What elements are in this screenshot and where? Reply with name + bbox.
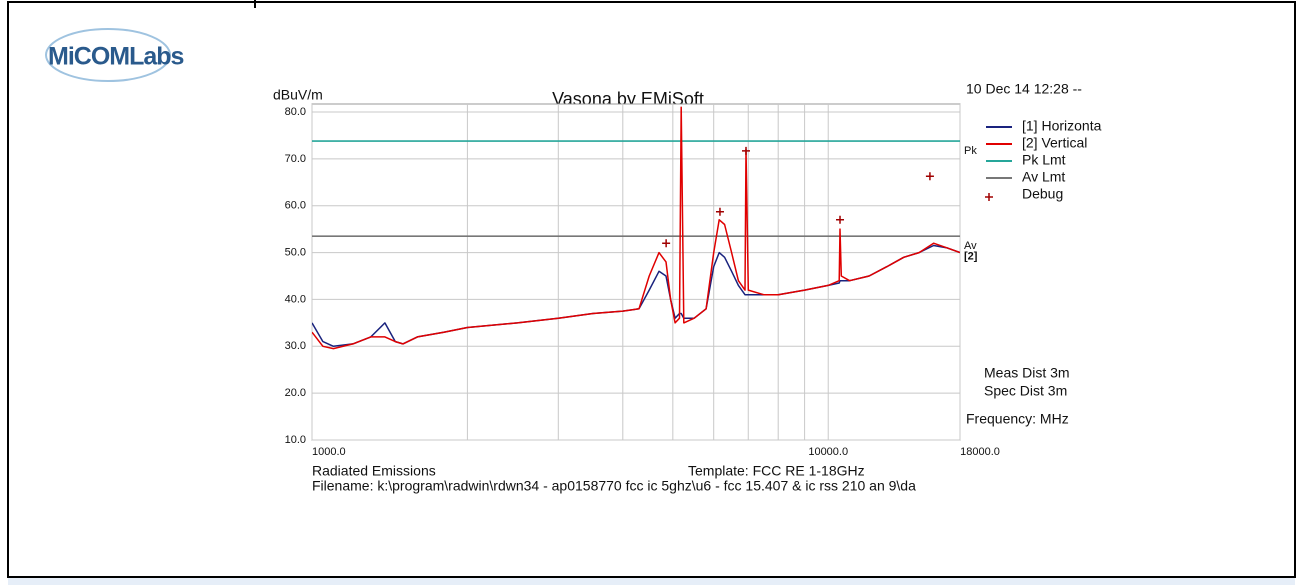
footer-left: Radiated Emissions xyxy=(312,463,436,479)
x-tick-label: 10000.0 xyxy=(808,446,848,458)
timestamp: 10 Dec 14 12:28 -- xyxy=(966,81,1082,97)
y-tick-label: 40.0 xyxy=(285,293,306,305)
debug-marker xyxy=(715,207,724,216)
debug-marker xyxy=(836,215,845,224)
x-tick-label: 1000.0 xyxy=(312,446,346,458)
logo-swoosh xyxy=(45,28,171,82)
footer-template: Template: FCC RE 1-18GHz xyxy=(688,463,865,479)
y-tick-label: 70.0 xyxy=(285,153,306,165)
note: Spec Dist 3m xyxy=(984,383,1067,399)
y-tick-label: 10.0 xyxy=(285,434,306,446)
limit-label: Pk xyxy=(964,145,977,157)
legend-label: Pk Lmt xyxy=(1022,152,1066,168)
legend-label: Debug xyxy=(1022,186,1063,202)
legend-swatch xyxy=(985,193,993,201)
y-axis-label: dBuV/m xyxy=(273,87,323,103)
debug-marker xyxy=(662,239,671,248)
note: Meas Dist 3m xyxy=(984,365,1070,381)
y-tick-label: 50.0 xyxy=(285,246,306,258)
limit-label: Av xyxy=(964,240,977,252)
plot xyxy=(312,106,960,350)
y-tick-label: 80.0 xyxy=(285,106,306,118)
y-tick-label: 60.0 xyxy=(285,200,306,212)
footer-filename: Filename: k:\program\radwin\rdwn34 - ap0… xyxy=(312,478,916,494)
x-axis-label: Frequency: MHz xyxy=(966,411,1069,427)
y-tick-label: 20.0 xyxy=(285,387,306,399)
debug-marker xyxy=(925,172,934,181)
bottom-strip xyxy=(8,578,1295,585)
debug-marker xyxy=(742,146,751,155)
legend-label: [1] Horizonta xyxy=(1022,118,1102,134)
legend-label: Av Lmt xyxy=(1022,169,1065,185)
end-label: [2] xyxy=(964,250,978,262)
legend-label: [2] Vertical xyxy=(1022,135,1087,151)
logo: MiCOMLabs xyxy=(48,43,184,71)
plot-area xyxy=(311,103,961,441)
x-tick-label: 18000.0 xyxy=(960,446,1000,458)
series-line xyxy=(312,106,960,350)
y-tick-label: 30.0 xyxy=(285,340,306,352)
